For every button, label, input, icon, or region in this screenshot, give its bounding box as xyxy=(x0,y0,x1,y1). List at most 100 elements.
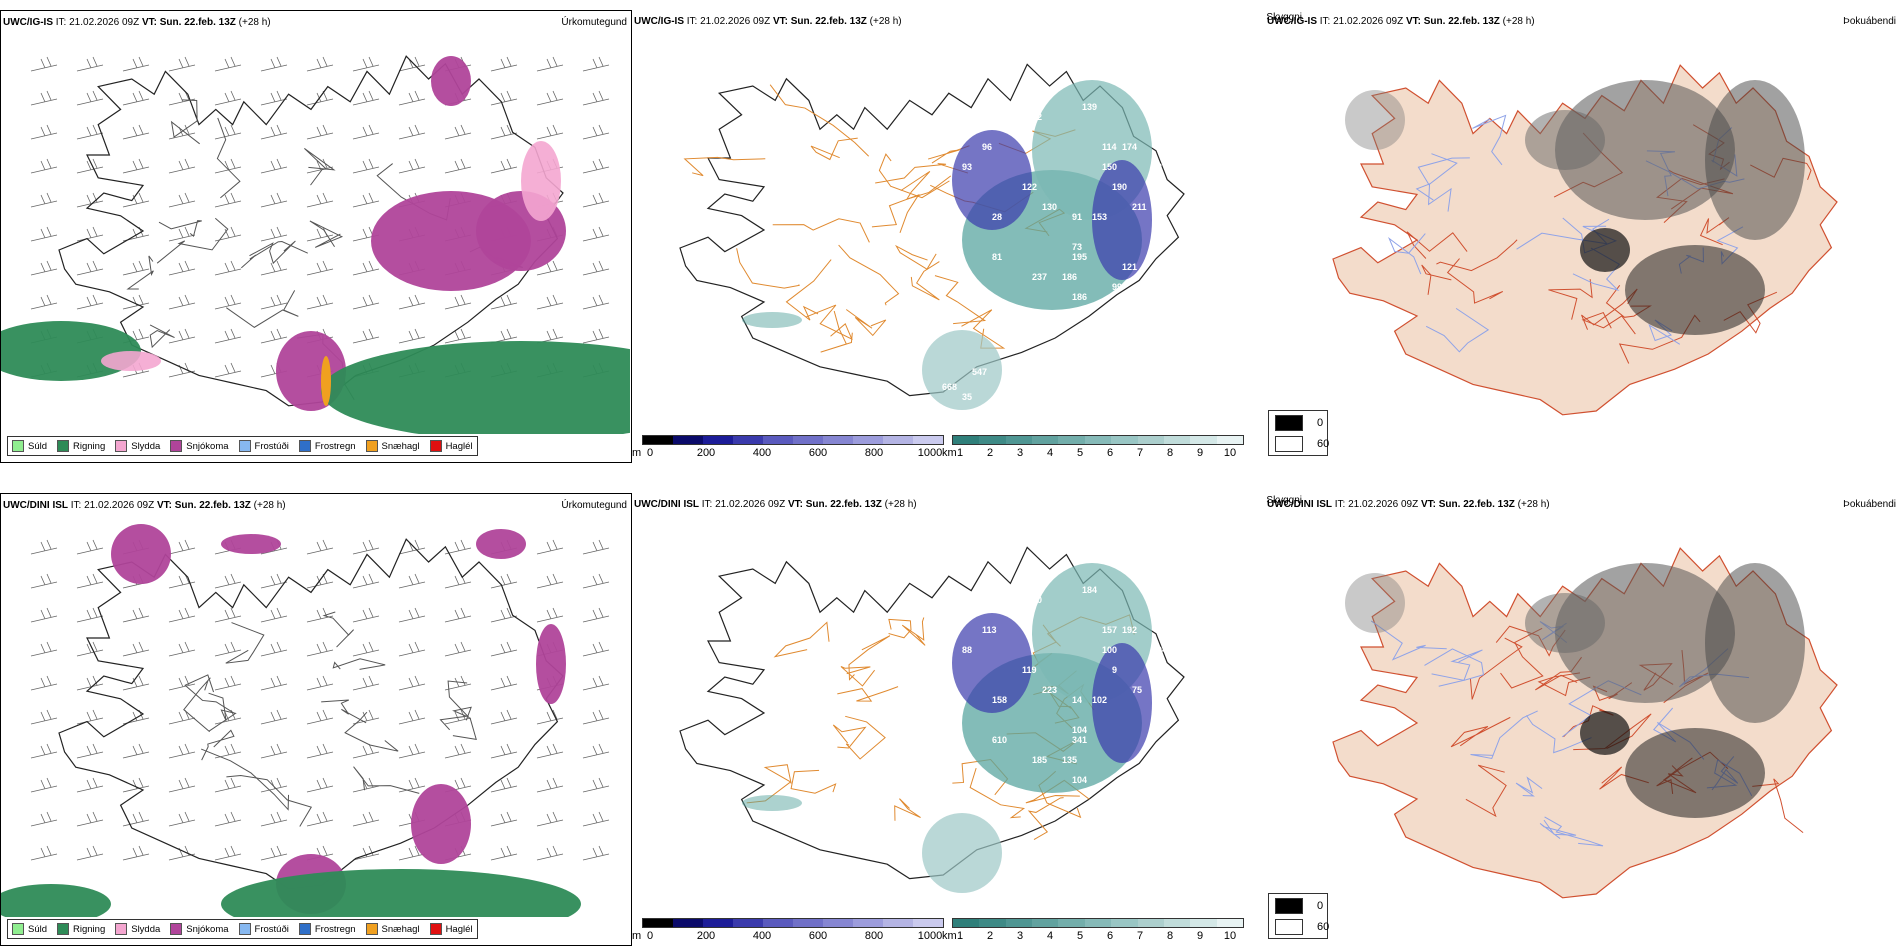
visibility-value-label: 113 xyxy=(982,625,997,635)
colorbar-tick: 1000 xyxy=(917,930,943,942)
legend-swatch xyxy=(12,440,24,452)
wind-barb xyxy=(582,675,610,691)
init-time-label: IT: xyxy=(686,16,701,27)
precip-snow-area xyxy=(221,534,281,554)
valid-time-label: VT: xyxy=(1405,16,1424,27)
visibility-value-label: 104 xyxy=(1072,725,1087,735)
low-visibility-area xyxy=(922,330,1002,410)
wind-barb xyxy=(30,158,58,174)
colorbar-step xyxy=(1216,919,1243,927)
wind-barb xyxy=(30,743,58,759)
wind-barb xyxy=(352,158,380,174)
wind-barb xyxy=(306,641,334,657)
road-line xyxy=(840,665,876,687)
colorbar-tick: 10 xyxy=(1223,930,1237,942)
road-line xyxy=(871,193,920,234)
wind-barb xyxy=(122,675,150,691)
river-line xyxy=(1388,233,1426,275)
wind-barb xyxy=(306,709,334,725)
valid-time-label: VT: xyxy=(156,500,175,511)
colorbar-unit: m xyxy=(632,930,642,942)
wind-barb xyxy=(582,328,610,344)
river-line xyxy=(1526,715,1592,754)
wind-barb xyxy=(260,845,288,861)
visibility-value-label: 130 xyxy=(1042,202,1057,212)
wind-barb xyxy=(306,260,334,276)
visibility-value-label: 184 xyxy=(1082,585,1097,595)
wind-barb xyxy=(582,56,610,72)
colorbar-step xyxy=(1005,436,1033,444)
init-time-value: 21.02.2026 09Z xyxy=(1333,16,1406,27)
colorbar-unit: km xyxy=(942,930,957,942)
wind-barb xyxy=(76,158,104,174)
colorbar-step xyxy=(1111,919,1138,927)
init-time-label: IT: xyxy=(1334,499,1349,510)
colorbar-step xyxy=(1137,436,1164,444)
road-line xyxy=(1537,672,1591,697)
colorbar-step xyxy=(1058,919,1085,927)
valid-time-value: Sun. 22.feb. 13Z xyxy=(1438,499,1518,510)
fog-index-area xyxy=(1625,728,1765,818)
glacier-contour xyxy=(240,241,308,269)
visibility-colorbar-m: m 0 200 400 600 800 1000 xyxy=(632,918,972,948)
wind-barb xyxy=(398,294,426,310)
visibility-value-label: 102 xyxy=(1092,695,1107,705)
wind-barb xyxy=(444,675,472,691)
visibility-value-label: 185 xyxy=(1032,755,1047,765)
fog-legend: 0 60 xyxy=(1268,893,1329,939)
wind-barb xyxy=(352,192,380,208)
visibility-value-label: 547 xyxy=(972,367,987,377)
init-time-value: 21.02.2026 09Z xyxy=(715,499,788,510)
wind-barb xyxy=(582,811,610,827)
wind-barb xyxy=(352,709,380,725)
visibility-value-label: 119 xyxy=(1132,302,1147,312)
wind-barb xyxy=(122,294,150,310)
visibility-value-label: 88 xyxy=(962,645,972,655)
colorbar-tick: 3 xyxy=(1016,930,1024,942)
wind-barb xyxy=(352,260,380,276)
panel-header: UWC/IG-IS IT: 21.02.2026 09Z VT: Sun. 22… xyxy=(634,16,902,27)
glacier-contour xyxy=(344,711,399,752)
glacier-contour xyxy=(225,622,265,664)
colorbar-tick: 200 xyxy=(696,447,716,459)
colorbar-step xyxy=(953,919,980,927)
visibility-value-label: 82 xyxy=(1152,162,1162,172)
wind-barb xyxy=(76,811,104,827)
colorbar-tick: 6 xyxy=(1106,447,1114,459)
wind-barb xyxy=(76,845,104,861)
road-line xyxy=(1446,258,1504,304)
wind-barb xyxy=(260,641,288,657)
wind-barb xyxy=(214,328,242,344)
fog-legend-item: 60 xyxy=(1275,919,1329,935)
wind-barb xyxy=(536,539,564,555)
wind-barb xyxy=(214,294,242,310)
visibility-panel: UWC/DINI ISL IT: 21.02.2026 09Z VT: Sun.… xyxy=(632,493,1302,948)
fog-legend-item: 0 xyxy=(1275,898,1323,914)
visibility-value-label: 73 xyxy=(1072,242,1082,252)
wind-barb xyxy=(444,294,472,310)
precip-snowhail-area xyxy=(321,356,331,406)
wind-barb xyxy=(214,362,242,378)
wind-barb xyxy=(122,226,150,242)
colorbar-step xyxy=(1190,919,1217,927)
road-line xyxy=(805,304,853,341)
wind-barb xyxy=(30,777,58,793)
wind-barb xyxy=(582,539,610,555)
visibility-value-label: 341 xyxy=(1072,735,1087,745)
road-line xyxy=(910,261,940,301)
wind-barb xyxy=(214,811,242,827)
glacier-contour xyxy=(216,117,241,199)
wind-barb xyxy=(398,90,426,106)
wind-barb xyxy=(30,811,58,827)
visibility-value-label: 96 xyxy=(982,142,992,152)
panel-title-precip-type: Úrkomutegund xyxy=(561,17,627,28)
wind-barb xyxy=(122,124,150,140)
panel-header: UWC/IG-IS IT: 21.02.2026 09Z VT: Sun. 22… xyxy=(1267,16,1535,27)
colorbar-step xyxy=(823,919,853,927)
wind-barb xyxy=(260,328,288,344)
panel-header: UWC/DINI ISL IT: 21.02.2026 09Z VT: Sun.… xyxy=(634,499,917,510)
colorbar-step xyxy=(793,436,823,444)
wind-barb xyxy=(214,90,242,106)
legend-item: Snæhagl xyxy=(365,923,420,935)
precip-snow-area xyxy=(476,529,526,559)
